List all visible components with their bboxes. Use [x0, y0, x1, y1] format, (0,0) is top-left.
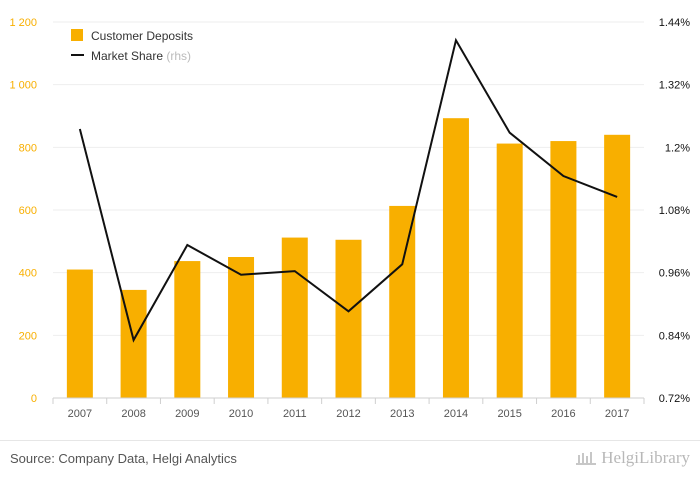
- x-tick-label: 2012: [336, 408, 360, 420]
- bar-2016[interactable]: [550, 141, 577, 399]
- legend-line-name: Market Share: [91, 49, 163, 63]
- x-tick-label: 2011: [283, 408, 307, 420]
- x-tick-label: 2017: [605, 408, 629, 420]
- footer-divider: [0, 440, 700, 441]
- bar-2013[interactable]: [389, 205, 416, 398]
- x-tick-label: 2016: [551, 408, 575, 420]
- bar-2014[interactable]: [442, 118, 469, 399]
- x-tick-label: 2010: [229, 408, 253, 420]
- legend-label-bars[interactable]: Customer Deposits: [91, 29, 193, 43]
- legend-label-line[interactable]: Market Share (rhs): [91, 49, 191, 63]
- legend: Customer Deposits Market Share (rhs): [71, 29, 193, 63]
- line-series: [78, 37, 618, 343]
- y-right-tick-label: 1.44%: [659, 17, 690, 29]
- market-share-line[interactable]: [78, 37, 618, 343]
- y-right-tick-label: 0.72%: [659, 393, 690, 405]
- x-tick-label: 2015: [497, 408, 521, 420]
- x-tick-label: 2014: [444, 408, 468, 420]
- y-right-tick-label: 1.32%: [659, 80, 690, 92]
- bar-series: [66, 118, 631, 399]
- y-right-tick-label: 0.84%: [659, 330, 690, 342]
- y-right-tick-label: 1.08%: [659, 205, 690, 217]
- chart: 0 200 400 600 800 1 000 1 200 0.72% 0.84% 0.96% 1.…: [9, 17, 690, 420]
- x-tick-label: 2009: [175, 408, 199, 420]
- y-left-tick-label: 800: [19, 142, 37, 154]
- y-left-tick-label: 400: [19, 268, 37, 280]
- grid-lines: [53, 21, 644, 336]
- y-left-tick-label: 0: [31, 393, 37, 405]
- legend-line-suffix: (rhs): [166, 49, 191, 63]
- y-left-tick-label: 600: [19, 205, 37, 217]
- bar-2009[interactable]: [174, 261, 201, 398]
- x-tick-label: 2007: [68, 408, 92, 420]
- axes: 0 200 400 600 800 1 000 1 200 0.72% 0.84% 0.96% 1.…: [9, 17, 690, 420]
- y-left-tick-label: 1 000: [9, 80, 37, 92]
- bar-2017[interactable]: [604, 134, 631, 399]
- legend-swatch-bars: [71, 29, 83, 41]
- y-left-tick-label: 200: [19, 330, 37, 342]
- bar-2015[interactable]: [496, 143, 523, 398]
- x-tick-label: 2013: [390, 408, 414, 420]
- bar-2012[interactable]: [335, 239, 362, 398]
- library-icon: [576, 452, 597, 465]
- brand-name: HelgiLibrary: [601, 448, 690, 467]
- bar-2007[interactable]: [66, 269, 93, 398]
- bar-2010[interactable]: [228, 257, 255, 398]
- y-right-tick-label: 1.2%: [665, 142, 690, 154]
- source-note: Source: Company Data, Helgi Analytics: [10, 451, 237, 466]
- brand-logo[interactable]: HelgiLibrary: [575, 448, 690, 468]
- x-tick-label: 2008: [121, 408, 145, 420]
- y-right-tick-label: 0.96%: [659, 268, 690, 280]
- y-left-tick-label: 1 200: [9, 17, 37, 29]
- bar-2011[interactable]: [281, 237, 308, 398]
